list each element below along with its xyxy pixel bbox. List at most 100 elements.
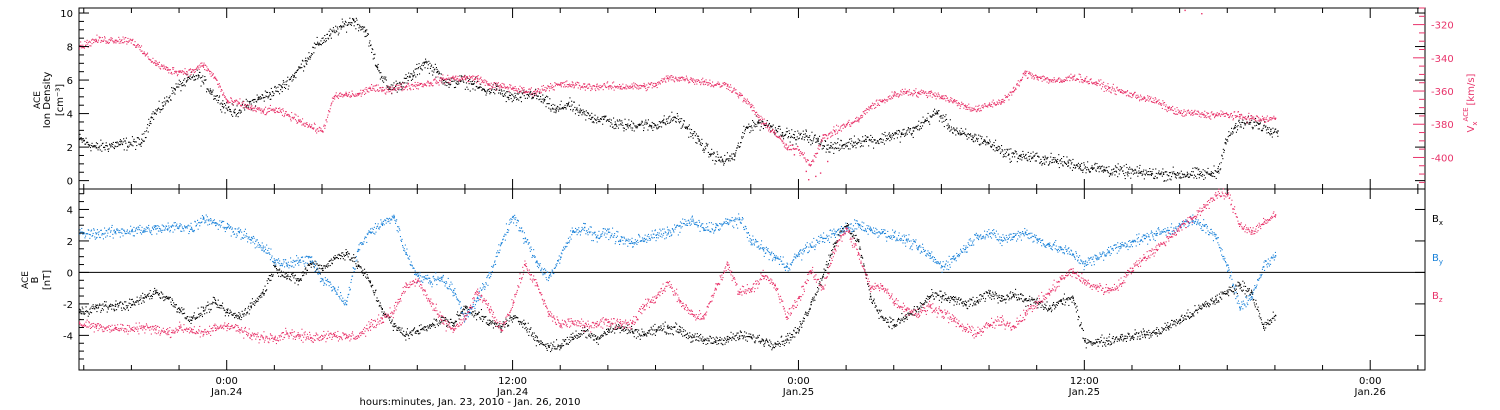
vx-sample — [768, 128, 770, 130]
vx-sample — [862, 115, 864, 117]
density-sample — [957, 132, 959, 134]
vx-sample — [494, 87, 496, 89]
vx-sample — [719, 86, 721, 88]
density-sample — [645, 119, 647, 121]
bx-point — [572, 336, 574, 339]
density-sample — [873, 139, 875, 141]
density-sample — [549, 108, 551, 110]
density-sample — [220, 102, 222, 104]
vx-sample — [299, 120, 301, 122]
vx-sample — [638, 88, 640, 90]
vx-sample — [476, 82, 478, 84]
density-sample — [186, 77, 188, 79]
density-sample — [419, 66, 421, 68]
density-sample — [1099, 168, 1101, 170]
density-sample — [98, 147, 100, 149]
vx-sample — [141, 45, 143, 47]
density-sample — [673, 116, 675, 118]
vx-sample — [1251, 117, 1253, 119]
density-sample — [534, 95, 536, 97]
vx-sample — [108, 39, 110, 41]
density-sample — [852, 146, 854, 148]
density-sample — [539, 98, 541, 100]
density-sample — [1141, 174, 1143, 176]
vx-sample — [733, 87, 735, 89]
vx-sample — [105, 42, 107, 44]
bx-sample — [111, 308, 113, 310]
vx-sample — [1220, 115, 1222, 117]
density-sample — [740, 142, 742, 144]
density-sample — [1255, 121, 1257, 123]
bx-sample — [179, 309, 181, 311]
density-sample — [884, 131, 886, 133]
vx-sample — [1018, 84, 1020, 86]
density-sample — [1237, 125, 1239, 127]
density-sample — [1268, 127, 1270, 129]
vx-sample — [582, 87, 584, 89]
vx-sample — [235, 99, 237, 101]
density-sample — [1067, 165, 1069, 167]
density-sample — [795, 139, 797, 141]
vx-sample — [318, 126, 320, 128]
vx-sample — [781, 139, 783, 141]
density-sample — [252, 99, 254, 101]
density-sample — [94, 146, 96, 148]
vx-sample — [449, 82, 451, 84]
vx-sample — [1244, 118, 1246, 120]
density-sample — [715, 156, 717, 158]
density-sample — [601, 116, 603, 118]
density-sample — [350, 22, 352, 24]
density-sample — [288, 85, 290, 87]
density-sample — [1244, 124, 1246, 126]
vx-sample — [1172, 110, 1174, 112]
vx-sample — [193, 70, 195, 72]
density-sample — [536, 98, 538, 100]
density-sample — [1159, 173, 1161, 175]
density-sample — [313, 42, 315, 44]
density-sample — [1201, 171, 1203, 173]
vx-sample — [528, 91, 530, 93]
vx-outlier-point — [819, 172, 822, 174]
density-sample — [775, 129, 777, 131]
vx-sample — [677, 77, 679, 79]
density-sample — [91, 142, 93, 144]
vx-sample — [174, 70, 176, 72]
bx-sample — [114, 303, 116, 305]
density-sample — [307, 58, 309, 60]
vx-sample — [709, 82, 711, 84]
density-sample — [698, 135, 700, 137]
vx-sample — [401, 86, 403, 88]
density-sample — [1216, 171, 1218, 173]
vx-sample — [88, 41, 90, 43]
vx-sample — [792, 148, 794, 150]
density-sample — [104, 146, 106, 148]
vx-sample — [499, 85, 501, 87]
density-sample — [109, 143, 111, 145]
vx-sample — [307, 126, 309, 128]
density-sample — [984, 141, 986, 143]
vx-sample — [423, 84, 425, 86]
density-sample — [938, 120, 940, 122]
density-sample — [87, 143, 89, 145]
density-sample — [103, 147, 105, 149]
vx-sample — [1053, 77, 1055, 79]
density-sample — [804, 136, 806, 138]
density-sample — [1068, 165, 1070, 167]
vx-sample — [762, 122, 764, 124]
density-sample — [1154, 178, 1156, 180]
vx-sample — [519, 85, 521, 87]
vx-sample — [129, 38, 131, 40]
density-sample — [1161, 171, 1163, 173]
density-sample — [992, 149, 994, 151]
vx-sample — [801, 153, 803, 155]
vx-sample — [957, 102, 959, 104]
vx-sample — [1246, 122, 1248, 124]
vx-sample — [1261, 119, 1263, 121]
density-sample — [111, 143, 113, 145]
density-sample — [1139, 164, 1141, 166]
vx-sample — [329, 108, 331, 110]
vx-sample — [1185, 114, 1187, 116]
vx-sample — [912, 93, 914, 95]
vx-sample — [270, 109, 272, 111]
density-sample — [483, 88, 485, 90]
